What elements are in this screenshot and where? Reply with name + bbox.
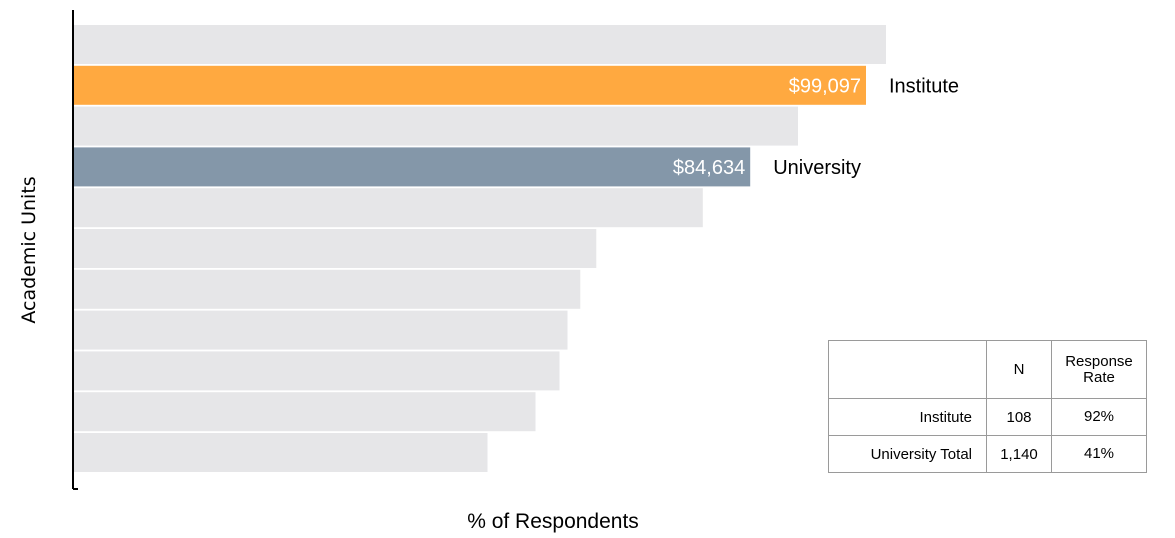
table-cell-rate: 92%	[1051, 398, 1147, 436]
bar-institute	[73, 65, 866, 105]
bar	[73, 229, 597, 268]
bar-name-label: University	[773, 157, 861, 179]
table-cell-rate: 41%	[1051, 435, 1147, 473]
table-cell-n: 1,140	[986, 435, 1052, 473]
table-cell-n: 108	[986, 398, 1052, 436]
bar	[73, 310, 568, 350]
labels-group: $99,097 Institute $84,634 University	[673, 75, 959, 179]
bar	[73, 351, 560, 391]
table-row: Institute 108 92%	[828, 398, 1147, 436]
response-table: N Response Rate Institute 108 92% Univer…	[828, 340, 1147, 473]
table-cell-label: Institute	[828, 398, 987, 436]
data-label: $99,097	[789, 75, 861, 97]
bar-university	[73, 147, 751, 187]
bar	[73, 392, 536, 432]
table-header-cell	[828, 340, 987, 399]
table-header-row: N Response Rate	[828, 340, 1147, 399]
table-header-cell: Response Rate	[1051, 340, 1147, 399]
table-row: University Total 1,140 41%	[828, 435, 1147, 473]
table-header-cell: N	[986, 340, 1052, 399]
bar	[73, 433, 488, 472]
bar	[73, 269, 581, 309]
bar	[73, 188, 703, 228]
bar	[73, 106, 798, 146]
x-axis-label: % of Respondents	[467, 510, 639, 533]
bar-name-label: Institute	[889, 75, 959, 97]
response-rate-header: Response Rate	[1065, 352, 1133, 386]
bar	[73, 25, 886, 64]
data-label: $84,634	[673, 157, 745, 179]
table-cell-label: University Total	[828, 435, 987, 473]
bars-group	[73, 25, 886, 472]
y-axis-label: Academic Units	[18, 176, 40, 323]
